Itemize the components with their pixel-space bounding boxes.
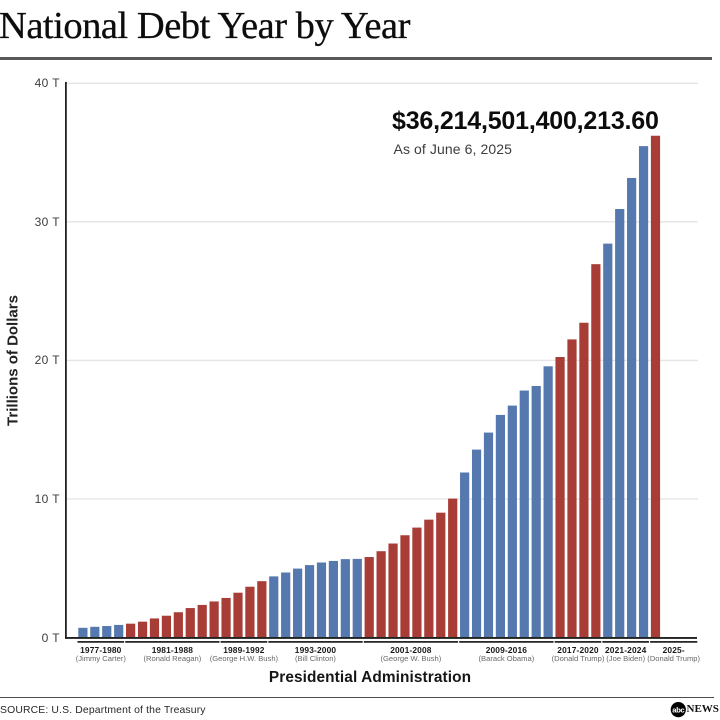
svg-text:abc: abc <box>672 706 685 715</box>
